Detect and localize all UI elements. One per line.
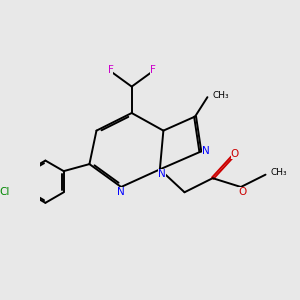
Text: F: F [150,65,156,75]
Text: O: O [231,148,239,158]
Text: N: N [117,187,125,196]
Text: N: N [158,169,166,179]
Text: N: N [202,146,210,156]
Text: O: O [238,187,246,197]
Text: Cl: Cl [0,187,10,197]
Text: F: F [108,65,113,75]
Text: CH₃: CH₃ [212,91,229,100]
Text: CH₃: CH₃ [270,168,287,177]
